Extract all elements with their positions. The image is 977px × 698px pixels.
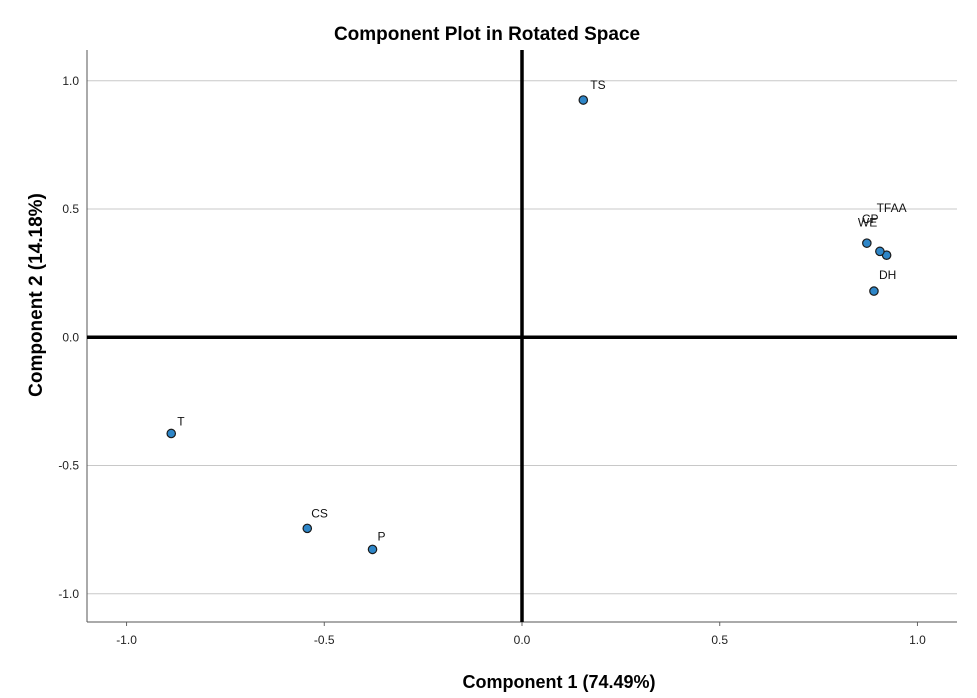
y-tick-label: -1.0 <box>58 587 79 601</box>
x-axis-label: Component 1 (74.49%) <box>462 672 655 692</box>
x-tick-label: -0.5 <box>314 633 335 647</box>
plot-area: 1.0 0.5 0.0 -0.5 -1.0 -1.0 -0.5 0.0 0.5 1.0 TS TFAA… <box>58 50 957 647</box>
x-tick-label: 0.0 <box>514 633 531 647</box>
data-point-p <box>367 544 378 555</box>
data-label-we: WE <box>858 215 877 229</box>
y-tick-label: 0.0 <box>62 330 79 344</box>
data-point-t <box>166 428 177 439</box>
x-tick-label: 1.0 <box>909 633 926 647</box>
data-label-cp: CP <box>862 212 879 226</box>
y-axis-label: Component 2 (14.18%) <box>26 193 47 397</box>
data-label-tfaa: TFAA <box>877 201 907 215</box>
data-label-dh: DH <box>879 268 896 282</box>
y-tick-label: 0.5 <box>62 202 79 216</box>
chart-title: Component Plot in Rotated Space <box>334 24 640 45</box>
data-point-cs <box>302 523 313 534</box>
data-label-p: P <box>378 529 386 543</box>
data-point-dh <box>869 286 879 296</box>
data-point-we <box>875 246 885 257</box>
data-point-ts <box>578 95 589 105</box>
data-label-ts: TS <box>590 78 605 92</box>
x-tick-label: -1.0 <box>116 633 137 647</box>
data-label-cs: CS <box>311 506 328 520</box>
y-tick-label: -0.5 <box>58 459 79 473</box>
data-point-cp <box>862 238 872 248</box>
data-label-t: T <box>177 414 185 428</box>
x-tick-label: 0.5 <box>711 633 728 647</box>
y-tick-label: 1.0 <box>62 74 79 88</box>
